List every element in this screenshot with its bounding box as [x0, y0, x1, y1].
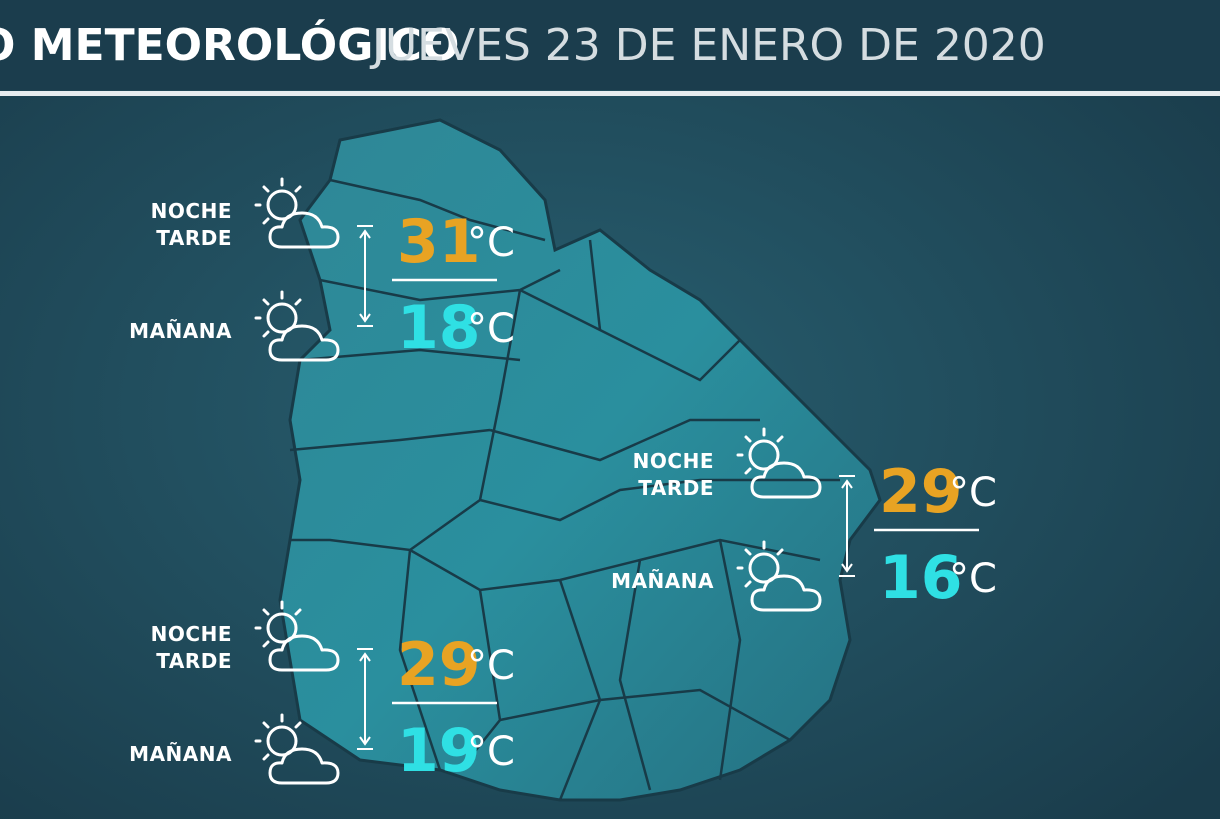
period-label: TARDE [156, 226, 232, 250]
header-band [0, 0, 1220, 90]
arrow-head [359, 313, 371, 323]
temp-unit: °C [467, 643, 515, 689]
arrow-head [359, 652, 371, 662]
header-title: O METEOROLÓGICO [0, 18, 459, 71]
temp-unit: °C [467, 729, 515, 775]
arrow-head [841, 479, 853, 489]
max-temp: 29 [879, 457, 963, 527]
period-label: MAÑANA [129, 319, 232, 343]
arrow-head [359, 229, 371, 239]
min-temp: 16 [879, 543, 963, 613]
max-temp: 31 [397, 207, 481, 277]
period-label: TARDE [156, 649, 232, 673]
arrow-head [841, 563, 853, 573]
country-outline [278, 118, 882, 802]
period-label: MAÑANA [611, 569, 714, 593]
map [278, 118, 882, 802]
min-temp: 19 [397, 716, 481, 786]
temp-unit: °C [949, 556, 997, 602]
header-rule [0, 91, 1220, 96]
min-temp: 18 [397, 293, 481, 363]
temp-unit: °C [467, 220, 515, 266]
header-date: JUEVES 23 DE ENERO DE 2020 [369, 20, 1046, 71]
department-borders [289, 178, 840, 801]
temp-unit: °C [949, 470, 997, 516]
temp-unit: °C [467, 306, 515, 352]
period-label: NOCHE [633, 449, 714, 473]
max-temp: 29 [397, 630, 481, 700]
forecast-regions: NOCHETARDEMAÑANA31°C18°CNOCHETARDEMAÑANA… [129, 177, 997, 786]
period-label: NOCHE [151, 199, 232, 223]
period-label: TARDE [638, 476, 714, 500]
period-label: NOCHE [151, 622, 232, 646]
period-label: MAÑANA [129, 742, 232, 766]
arrow-head [359, 736, 371, 746]
